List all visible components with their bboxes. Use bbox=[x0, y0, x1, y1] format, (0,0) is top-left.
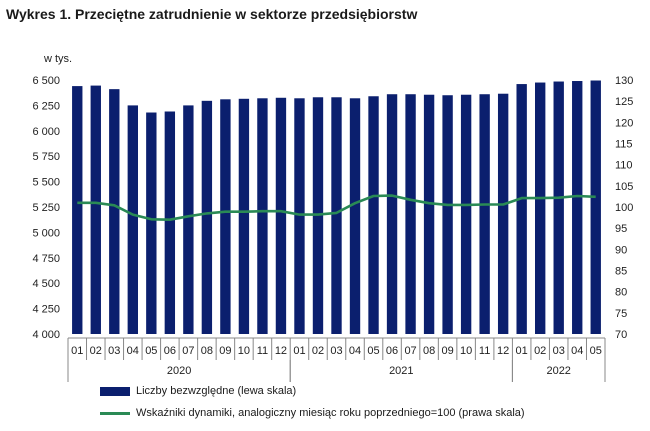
bar bbox=[349, 98, 361, 335]
bar bbox=[146, 112, 157, 335]
x-tick-label: 11 bbox=[479, 345, 490, 357]
bar bbox=[516, 84, 527, 335]
bar bbox=[72, 86, 83, 334]
bar bbox=[294, 98, 305, 335]
x-tick-label: 04 bbox=[127, 345, 139, 357]
bar bbox=[275, 97, 287, 334]
right-tick-label: 70 bbox=[615, 329, 627, 341]
x-tick-label: 02 bbox=[90, 345, 102, 357]
bar bbox=[201, 100, 213, 334]
bar bbox=[442, 95, 453, 335]
x-tick-label: 12 bbox=[497, 345, 509, 357]
left-tick-label: 5 500 bbox=[32, 177, 60, 189]
right-tick-label: 95 bbox=[615, 223, 627, 235]
x-tick-label: 05 bbox=[367, 345, 379, 357]
left-tick-label: 5 000 bbox=[32, 227, 60, 239]
right-tick-label: 75 bbox=[615, 308, 627, 320]
x-tick-label: 04 bbox=[571, 345, 583, 357]
bar bbox=[423, 94, 435, 335]
x-tick-label: 09 bbox=[441, 345, 453, 357]
x-tick-label: 05 bbox=[145, 345, 157, 357]
left-tick-label: 4 500 bbox=[32, 278, 60, 290]
legend-item-line: Wskaźniki dynamiki, analogiczny miesiąc … bbox=[100, 407, 525, 419]
bar bbox=[535, 82, 546, 334]
bar bbox=[257, 98, 268, 335]
left-tick-label: 6 250 bbox=[32, 100, 60, 112]
x-tick-label: 03 bbox=[553, 345, 565, 357]
left-axis-unit: w tys. bbox=[43, 53, 72, 65]
left-tick-label: 6 500 bbox=[32, 75, 60, 87]
right-tick-label: 85 bbox=[615, 266, 627, 278]
legend-label-line: Wskaźniki dynamiki, analogiczny miesiąc … bbox=[136, 407, 525, 419]
x-tick-label: 06 bbox=[386, 345, 398, 357]
bar bbox=[497, 93, 509, 334]
x-tick-label: 03 bbox=[108, 345, 120, 357]
left-tick-label: 5 250 bbox=[32, 202, 60, 214]
right-axis: 70 75 80 85 90 95 100 105 110 115 120 125 130 bbox=[615, 75, 633, 341]
bar bbox=[460, 94, 472, 335]
bar bbox=[368, 96, 379, 334]
right-tick-label: 90 bbox=[615, 244, 627, 256]
right-tick-label: 110 bbox=[615, 160, 633, 172]
bar bbox=[90, 85, 101, 334]
year-label: 2022 bbox=[546, 365, 570, 377]
x-tick-label: 07 bbox=[182, 345, 194, 357]
x-tick-label: 10 bbox=[238, 345, 250, 357]
bar bbox=[164, 111, 176, 334]
legend-item-bars: Liczby bezwzględne (lewa skala) bbox=[100, 385, 296, 397]
bar bbox=[220, 99, 231, 334]
x-tick-label: 11 bbox=[257, 345, 268, 357]
legend-swatch-bars bbox=[100, 386, 130, 396]
line-path bbox=[77, 194, 596, 221]
legend-swatch-line bbox=[100, 411, 130, 415]
bar bbox=[479, 94, 490, 334]
bar bbox=[331, 97, 342, 334]
left-tick-label: 5 750 bbox=[32, 151, 60, 163]
bar bbox=[109, 89, 120, 334]
x-tick-label: 07 bbox=[404, 345, 416, 357]
x-tick-label: 08 bbox=[201, 345, 213, 357]
bar bbox=[590, 80, 601, 335]
bar bbox=[405, 94, 416, 334]
x-tick-label: 01 bbox=[516, 345, 528, 357]
bar bbox=[572, 81, 583, 335]
x-tick-label: 03 bbox=[330, 345, 342, 357]
right-tick-label: 100 bbox=[615, 202, 633, 214]
bar-series bbox=[72, 80, 601, 335]
right-tick-label: 115 bbox=[615, 139, 633, 151]
left-tick-label: 6 000 bbox=[32, 126, 60, 138]
x-tick-label: 10 bbox=[460, 345, 472, 357]
left-tick-label: 4 000 bbox=[32, 329, 60, 341]
chart-title: Wykres 1. Przeciętne zatrudnienie w sekt… bbox=[6, 6, 418, 22]
bar bbox=[553, 81, 564, 334]
bar bbox=[183, 105, 194, 335]
x-tick-label: 04 bbox=[349, 345, 361, 357]
line-series bbox=[77, 194, 596, 221]
year-label: 2020 bbox=[167, 365, 191, 377]
x-tick-label: 12 bbox=[275, 345, 287, 357]
legend-label-bars: Liczby bezwzględne (lewa skala) bbox=[136, 385, 297, 397]
x-tick-label: 02 bbox=[534, 345, 546, 357]
year-label: 2021 bbox=[389, 365, 413, 377]
bar bbox=[127, 105, 138, 335]
right-tick-label: 80 bbox=[615, 287, 627, 299]
right-tick-label: 125 bbox=[615, 96, 633, 108]
x-tick-label: 05 bbox=[590, 345, 602, 357]
x-tick-label: 06 bbox=[164, 345, 176, 357]
right-tick-label: 130 bbox=[615, 75, 633, 87]
x-tick-label: 08 bbox=[423, 345, 435, 357]
x-tick-label: 01 bbox=[71, 345, 83, 357]
x-axis: 01 02 03 04 05 06 07 08 09 10 11 12 01 02 03 04 05 06 07 08… bbox=[67, 337, 606, 382]
x-tick-label: 02 bbox=[312, 345, 324, 357]
right-tick-label: 120 bbox=[615, 117, 633, 129]
x-tick-label: 09 bbox=[219, 345, 231, 357]
x-tick-label: 01 bbox=[293, 345, 305, 357]
left-tick-label: 4 750 bbox=[32, 253, 60, 265]
left-axis: 4 000 4 250 4 500 4 750 5 000 5 250 5 500 5 750… bbox=[32, 75, 60, 341]
left-tick-label: 4 250 bbox=[32, 304, 60, 316]
bar bbox=[238, 98, 250, 335]
bar bbox=[386, 94, 398, 334]
right-tick-label: 105 bbox=[615, 181, 633, 193]
